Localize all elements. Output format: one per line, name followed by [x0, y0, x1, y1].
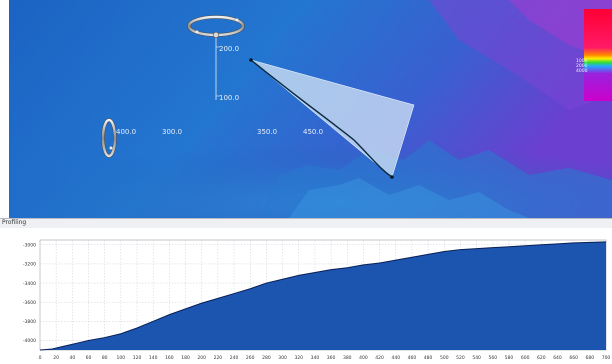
- track-end-point[interactable]: [390, 175, 394, 179]
- y-tick-label: -3600: [23, 300, 36, 306]
- x-tick-label: 40: [69, 355, 75, 361]
- x-tick-label: 460: [408, 355, 417, 361]
- legend-value-1000: 1000: [576, 58, 588, 64]
- x-tick-label: 220: [214, 355, 223, 361]
- x-tick-label: 520: [456, 355, 465, 361]
- x-tick-label: 140: [149, 355, 158, 361]
- x-tick-label: 440: [391, 355, 400, 361]
- compass-ring-top[interactable]: [187, 15, 245, 39]
- x-tick-label: 200: [197, 355, 206, 361]
- compass-ring-side[interactable]: [101, 118, 117, 158]
- ridge-highlight: [289, 178, 529, 218]
- depth-color-legend: 1000 2000 4000: [576, 9, 612, 101]
- x-tick-label: 500: [440, 355, 449, 361]
- terrain-scene[interactable]: 200.0 100.0 400.0 300.0 350.0 450.0 1000…: [9, 0, 612, 218]
- x-tick-label: 100: [117, 355, 126, 361]
- x-tick-label: 680: [586, 355, 595, 361]
- x-tick-label: 280: [262, 355, 271, 361]
- x-tick-label: 600: [521, 355, 530, 361]
- x-tick-label: 540: [472, 355, 481, 361]
- legend-value-4000: 4000: [576, 68, 588, 74]
- x-tick-label: 320: [294, 355, 303, 361]
- profile-track-line[interactable]: [250, 59, 393, 178]
- chart-axes: 0 20 40 60 80 100 120 140 160 180 200 220 240 260 280 3…: [23, 243, 611, 361]
- x-tick-label: 340: [311, 355, 320, 361]
- scale-label-200: 200.0: [219, 45, 239, 53]
- x-tick-label: 620: [537, 355, 546, 361]
- x-tick-label: 240: [230, 355, 239, 361]
- x-tick-label: 700: [602, 355, 611, 361]
- scale-label-100: 100.0: [219, 94, 239, 102]
- x-tick-label: 0: [39, 355, 42, 361]
- x-tick-label: 400: [359, 355, 368, 361]
- y-tick-label: -3400: [23, 281, 36, 287]
- x-tick-label: 180: [181, 355, 190, 361]
- profile-chart-panel: 0 20 40 60 80 100 120 140 160 180 200 220 240 260 280 3…: [0, 228, 612, 364]
- x-tick-label: 80: [102, 355, 108, 361]
- x-tick-label: 580: [505, 355, 514, 361]
- deep-purple-region: [429, 0, 612, 110]
- x-tick-label: 640: [553, 355, 562, 361]
- profile-section-plane: [250, 59, 415, 178]
- x-tick-label: 20: [53, 355, 59, 361]
- profile-line: [39, 241, 607, 351]
- x-tick-label: 120: [133, 355, 142, 361]
- profile-area-fill: [40, 241, 606, 350]
- scale-label-350: 350.0: [257, 128, 277, 136]
- x-tick-label: 360: [327, 355, 336, 361]
- x-tick-label: 60: [86, 355, 92, 361]
- x-tick-label: 480: [424, 355, 433, 361]
- x-tick-label: 160: [165, 355, 174, 361]
- track-start-point[interactable]: [249, 58, 253, 62]
- depth-profile-chart: 0 20 40 60 80 100 120 140 160 180 200 220 240 260 280 3…: [0, 228, 612, 364]
- x-tick-label: 300: [278, 355, 287, 361]
- y-tick-label: -3800: [23, 319, 36, 325]
- terrain-3d-view[interactable]: 200.0 100.0 400.0 300.0 350.0 450.0 1000…: [9, 0, 612, 218]
- profiling-panel-title: Profiling: [2, 219, 27, 226]
- scale-label-300: 300.0: [162, 128, 182, 136]
- chart-area-layer: [39, 241, 607, 351]
- scale-label-450: 450.0: [303, 128, 323, 136]
- y-tick-label: -4000: [23, 338, 36, 344]
- x-tick-label: 560: [489, 355, 498, 361]
- scale-label-400: 400.0: [116, 128, 136, 136]
- y-tick-label: -3200: [23, 262, 36, 268]
- y-tick-label: -3000: [23, 243, 36, 249]
- x-tick-label: 380: [343, 355, 352, 361]
- x-tick-label: 420: [375, 355, 384, 361]
- legend-value-2000: 2000: [576, 63, 588, 69]
- x-tick-label: 660: [569, 355, 578, 361]
- x-tick-label: 260: [246, 355, 255, 361]
